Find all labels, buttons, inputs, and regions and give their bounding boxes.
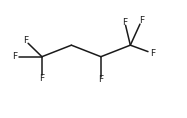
- Text: F: F: [150, 49, 155, 58]
- Text: F: F: [98, 75, 103, 84]
- Text: F: F: [23, 36, 28, 45]
- Text: F: F: [12, 52, 17, 61]
- Text: F: F: [122, 18, 127, 27]
- Text: F: F: [139, 17, 144, 25]
- Text: F: F: [39, 74, 45, 83]
